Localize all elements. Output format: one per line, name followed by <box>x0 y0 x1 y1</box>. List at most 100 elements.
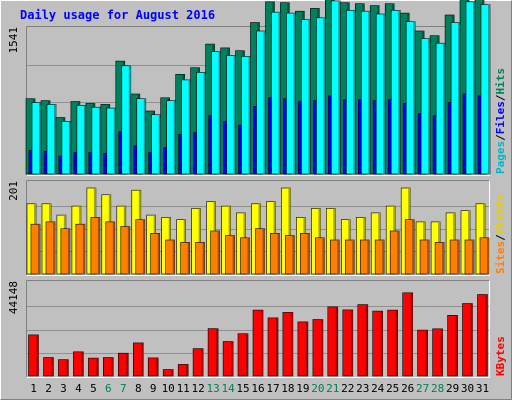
x-tick-label: 3 <box>60 382 67 395</box>
bar-shade <box>412 219 415 274</box>
bar-shade <box>188 79 191 174</box>
bar-shade <box>308 19 311 175</box>
bar-shade <box>198 208 201 274</box>
bar-shade <box>485 294 488 376</box>
bar-shade <box>383 14 386 174</box>
bar-shade <box>142 219 145 274</box>
bar-shade <box>443 43 446 175</box>
bar-shade <box>111 357 114 376</box>
bar-shade <box>277 233 280 274</box>
bar-shade <box>218 51 221 175</box>
bar-shade <box>410 292 413 376</box>
x-tick-label: 10 <box>162 382 175 395</box>
legend-entry: / <box>494 234 507 241</box>
x-tick-label: 9 <box>150 382 157 395</box>
bar-shade <box>203 72 206 174</box>
bar-shade <box>66 359 69 376</box>
bar-shade <box>96 358 99 376</box>
bar-shade <box>246 333 248 376</box>
bar-shade <box>201 348 204 376</box>
bar-shade <box>380 311 383 376</box>
bar-shade <box>97 217 100 274</box>
bar-shade <box>156 357 159 376</box>
bar-shade <box>81 351 84 376</box>
bar-shade <box>487 237 489 274</box>
bar-shade <box>113 108 116 174</box>
x-tick-label: 23 <box>356 382 369 395</box>
bar-shade <box>263 31 266 174</box>
hits-legend: Pages/Files/Hits <box>494 68 507 174</box>
bar-shade <box>428 38 431 174</box>
legend-entry: Sites <box>494 241 507 274</box>
bar-shade <box>248 56 251 174</box>
bar-shade <box>305 321 308 376</box>
bar-shade <box>488 4 490 174</box>
x-tick-label: 12 <box>191 382 204 395</box>
bar-shade <box>232 235 235 274</box>
bar-shade <box>261 310 263 376</box>
x-tick-label: 5 <box>90 382 97 395</box>
legend-entry: Hits <box>494 68 507 95</box>
bar-shade <box>39 102 41 174</box>
bar-shade <box>278 12 281 175</box>
bar-shade <box>322 237 325 274</box>
bar-shade <box>427 240 430 274</box>
chart-title: Daily usage for August 2016 <box>20 8 215 22</box>
bar-shade <box>293 13 296 174</box>
bar-shade <box>472 240 474 274</box>
bar-shade <box>98 107 101 174</box>
bar-shade <box>457 240 460 274</box>
bar-shade <box>398 10 401 174</box>
legend-entry: Pages <box>494 141 507 174</box>
bar-shade <box>68 121 71 174</box>
bar-shade <box>338 0 341 175</box>
bar-shade <box>83 105 86 174</box>
bar-shade <box>262 228 265 274</box>
bar-shade <box>173 100 176 174</box>
bar-shade <box>127 226 130 274</box>
x-tick-label: 6 <box>105 382 112 395</box>
x-tick-label: 2 <box>45 382 52 395</box>
x-tick-label: 19 <box>296 382 309 395</box>
visits-legend: Sites/Visits <box>494 195 507 275</box>
x-tick-label: 20 <box>311 382 324 395</box>
bar-shade <box>36 334 39 376</box>
bar-shade <box>276 317 278 376</box>
bar-shade <box>112 221 115 274</box>
x-tick-label: 8 <box>135 382 142 395</box>
bar-shade <box>368 11 371 175</box>
kbytes-legend: KBytes <box>494 336 507 376</box>
x-tick-label: 26 <box>401 382 414 395</box>
legend-entry: / <box>494 134 507 141</box>
bar-shade <box>470 303 473 376</box>
x-tick-label: 7 <box>120 382 127 395</box>
legend-entry: Files <box>494 101 507 134</box>
x-tick-label: 4 <box>75 382 82 395</box>
bar-shade <box>288 188 291 274</box>
bar-shade <box>51 357 54 376</box>
x-tick-label: 1 <box>30 382 37 395</box>
x-tick-label: 13 <box>206 382 219 395</box>
bar-shade <box>67 228 70 274</box>
bar-shade <box>367 240 370 274</box>
bar-shade <box>231 341 234 376</box>
x-tick-label: 25 <box>386 382 399 395</box>
bar-shade <box>413 21 416 174</box>
bar-shade <box>172 240 175 274</box>
x-tick-label: 31 <box>476 382 489 395</box>
kbytes-panel: 44148 KBytes <box>7 280 507 378</box>
hits-max-label: 1541 <box>7 27 20 54</box>
x-tick-label: 29 <box>446 382 459 395</box>
x-tick-label: 14 <box>221 382 235 395</box>
bar-shade <box>307 233 310 274</box>
bar-shade <box>216 328 219 376</box>
bar-shade <box>171 369 174 376</box>
bar-shade <box>38 224 40 274</box>
legend-entry: KBytes <box>494 336 507 376</box>
kbytes-max-label: 44148 <box>7 281 20 314</box>
bar-shade <box>458 22 461 174</box>
bar-shade <box>217 231 220 274</box>
bar-shade <box>292 235 295 274</box>
bar-shade <box>440 328 443 376</box>
bar-shade <box>143 98 146 174</box>
